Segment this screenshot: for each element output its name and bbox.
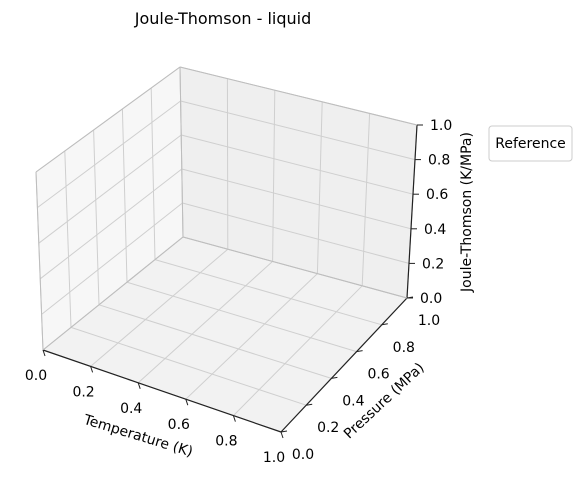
x-grid-floor-3 [185,273,318,400]
z-grid-back-1 [182,202,410,264]
y-tick-3 [356,350,363,353]
pane-edge-3 [35,171,44,351]
z-grid-back-4 [180,100,416,161]
x-tick-2 [137,382,141,389]
pane-edge-1 [179,66,418,126]
chart-title: Joule-Thomson - liquid [134,9,312,28]
x-tick-3 [185,399,189,406]
y-tick-label-4: 0.8 [393,340,415,356]
x-grid-back-3 [316,101,323,274]
z-tick-label-1: 0.2 [422,256,444,272]
x-grid-floor-4 [233,285,363,416]
z-tick-label-4: 0.8 [428,153,450,169]
x-tick-label-2: 0.4 [120,401,142,417]
x-grid-back-2 [272,90,276,262]
y-tick-label-2: 0.4 [342,393,364,409]
z-tick-label-2: 0.4 [424,222,446,238]
axis-panes [36,67,417,432]
pane-edge-4 [42,236,184,351]
x-axis-line [42,349,282,433]
back-pane [180,67,417,298]
z-axis-label: Joule-Thomson (K/MPa) [459,132,475,293]
y-tick-label-5: 1.0 [418,313,440,329]
z-tick-label-3: 0.6 [426,187,448,203]
y-tick-1 [306,403,313,406]
y-grid-left-4 [150,87,156,260]
y-tick-label-3: 0.6 [367,367,389,383]
x-tick-label-3: 0.6 [168,417,190,433]
y-grid-left-2 [93,129,100,305]
x-tick-label-1: 0.2 [72,384,94,400]
x-tick-label-0: 0.0 [25,368,47,384]
legend: Reference [488,125,573,162]
y-tick-0 [280,430,288,433]
z-grid-left-4 [37,100,181,209]
x-tick-5 [280,431,284,439]
y-grid-left-3 [121,108,128,283]
y-tick-4 [381,323,388,326]
pane-edge-0 [35,66,181,173]
axis-lines [35,66,418,433]
y-grid-floor-4 [154,259,382,326]
tick-marks [42,124,423,439]
x-grid-back-4 [361,113,371,286]
z-axis-line [406,124,418,299]
y-tick-label-0: 0.0 [292,447,314,463]
x-tick-label-5: 1.0 [263,450,285,466]
x-grid-floor-2 [137,261,273,384]
y-grid-floor-2 [98,304,332,379]
left-pane [36,67,183,350]
floor-pane [43,237,407,432]
z-grid-back-3 [181,134,414,195]
z-tick-label-5: 1.0 [430,118,452,134]
pane-edge-2 [179,66,184,238]
z-grid-left-1 [41,202,183,315]
x-tick-4 [232,415,236,422]
z-tick-label-0: 0.0 [420,291,442,307]
x-tick-1 [90,366,94,373]
legend-title: Reference [495,136,566,152]
y-tick-label-1: 0.2 [317,420,339,436]
tick-labels: 0.00.20.40.60.81.0 0.00.20.40.60.81.00.00… [25,118,452,466]
y-grid-floor-3 [126,281,357,353]
z-grid-left-2 [39,168,183,280]
legend-box [488,125,573,162]
y-grid-left-1 [64,150,72,328]
x-tick-0 [42,349,46,357]
y-axis-line [280,297,408,433]
z-grid-left-3 [38,134,182,244]
pane-edge-5 [182,236,408,299]
y-tick-2 [331,376,338,379]
y-grid-floor-1 [70,326,307,406]
x-tick-label-4: 0.8 [215,434,237,450]
x-grid-floor-1 [90,248,229,367]
z-grid-back-2 [181,168,412,230]
